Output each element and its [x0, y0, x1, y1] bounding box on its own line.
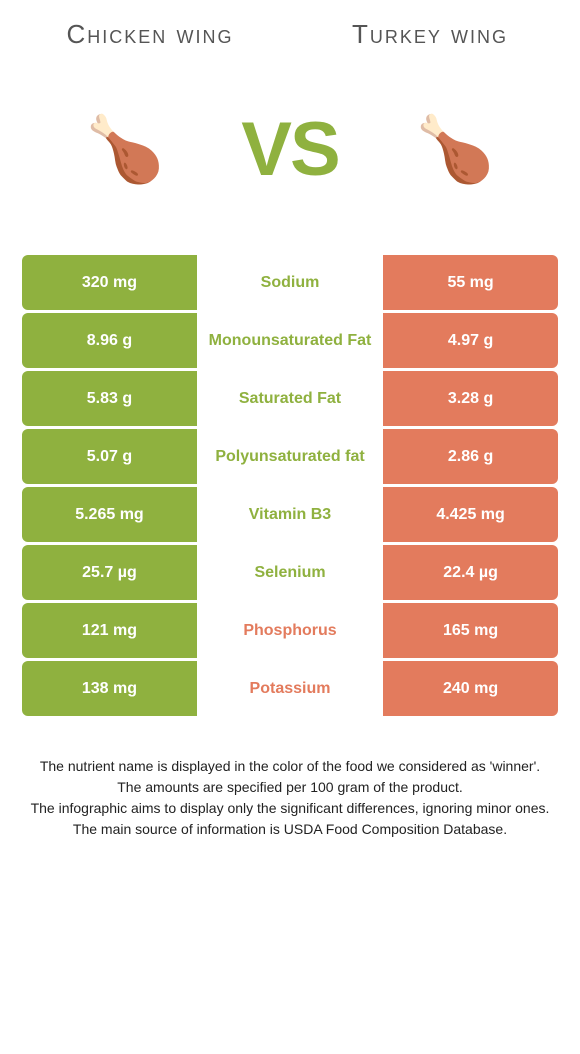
right-value: 165 mg [383, 603, 558, 658]
table-row: 121 mgPhosphorus165 mg [22, 603, 558, 658]
left-value: 320 mg [22, 255, 197, 310]
table-row: 8.96 gMonounsaturated Fat4.97 g [22, 313, 558, 368]
header-row: Chicken wing Turkey wing [10, 20, 570, 50]
right-value: 3.28 g [383, 371, 558, 426]
right-value: 4.425 mg [383, 487, 558, 542]
nutrient-name: Sodium [200, 255, 380, 310]
vs-label: VS [241, 106, 338, 193]
footnote-line: The main source of information is USDA F… [30, 819, 550, 840]
chicken-wing-icon: 🍗 [85, 112, 165, 187]
right-value: 22.4 µg [383, 545, 558, 600]
nutrient-name: Polyunsaturated fat [200, 429, 380, 484]
comparison-table: 320 mgSodium55 mg8.96 gMonounsaturated F… [10, 255, 570, 716]
left-food-image: 🍗 [40, 80, 210, 220]
images-row: 🍗 VS 🍗 [10, 70, 570, 230]
right-value: 240 mg [383, 661, 558, 716]
right-value: 4.97 g [383, 313, 558, 368]
footnote-line: The nutrient name is displayed in the co… [30, 756, 550, 777]
table-row: 5.265 mgVitamin B34.425 mg [22, 487, 558, 542]
nutrient-name: Monounsaturated Fat [200, 313, 380, 368]
left-value: 5.07 g [22, 429, 197, 484]
right-value: 2.86 g [383, 429, 558, 484]
left-value: 5.265 mg [22, 487, 197, 542]
left-value: 8.96 g [22, 313, 197, 368]
nutrient-name: Vitamin B3 [200, 487, 380, 542]
footnotes: The nutrient name is displayed in the co… [10, 756, 570, 840]
left-value: 25.7 µg [22, 545, 197, 600]
left-value: 121 mg [22, 603, 197, 658]
nutrient-name: Potassium [200, 661, 380, 716]
table-row: 25.7 µgSelenium22.4 µg [22, 545, 558, 600]
right-value: 55 mg [383, 255, 558, 310]
turkey-wing-icon: 🍗 [415, 112, 495, 187]
table-row: 138 mgPotassium240 mg [22, 661, 558, 716]
nutrient-name: Saturated Fat [200, 371, 380, 426]
table-row: 5.07 gPolyunsaturated fat2.86 g [22, 429, 558, 484]
nutrient-name: Selenium [200, 545, 380, 600]
right-food-image: 🍗 [370, 80, 540, 220]
left-value: 5.83 g [22, 371, 197, 426]
left-food-title: Chicken wing [50, 20, 250, 50]
left-value: 138 mg [22, 661, 197, 716]
nutrient-name: Phosphorus [200, 603, 380, 658]
table-row: 5.83 gSaturated Fat3.28 g [22, 371, 558, 426]
footnote-line: The amounts are specified per 100 gram o… [30, 777, 550, 798]
table-row: 320 mgSodium55 mg [22, 255, 558, 310]
right-food-title: Turkey wing [330, 20, 530, 50]
footnote-line: The infographic aims to display only the… [30, 798, 550, 819]
